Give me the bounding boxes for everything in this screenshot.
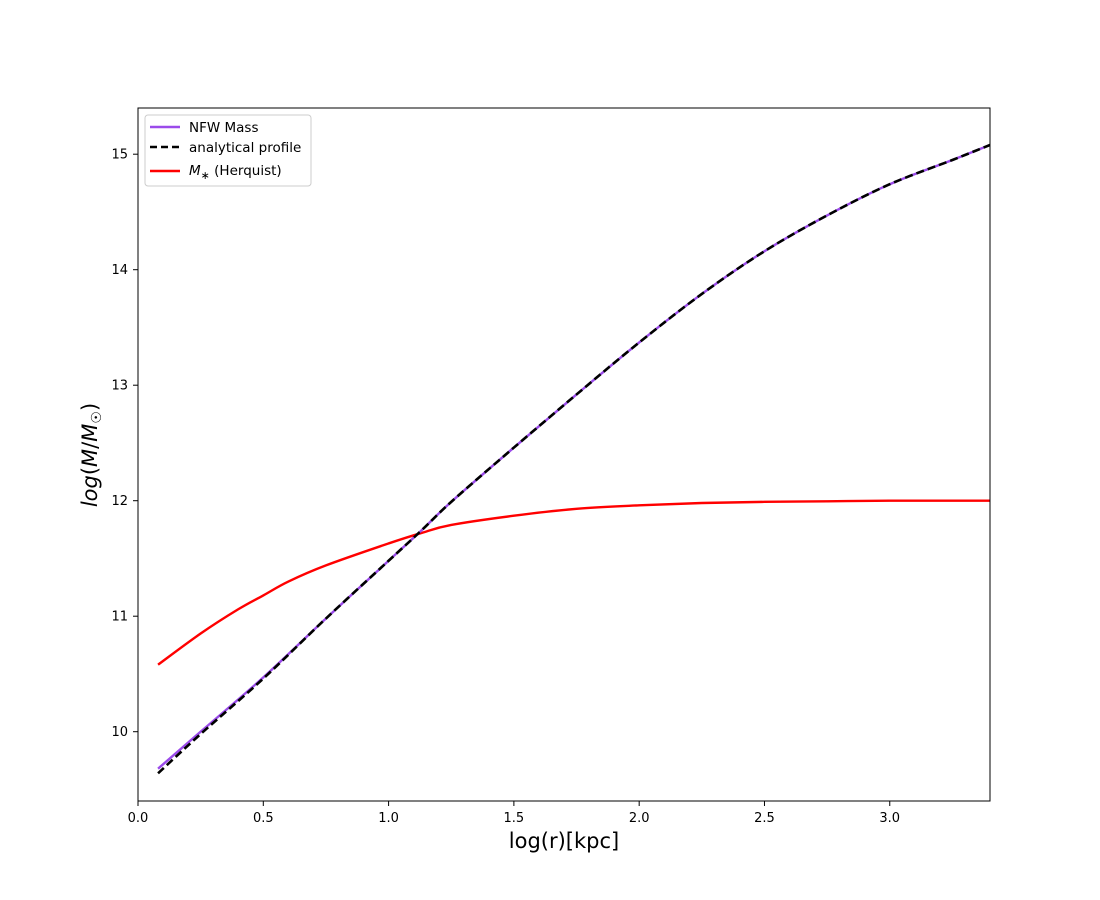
y-tick-label: 10 bbox=[111, 725, 128, 740]
series-layer bbox=[157, 143, 990, 775]
x-axis-label: log(r)[kpc] bbox=[509, 829, 619, 853]
x-tick-label: 0.0 bbox=[128, 811, 149, 826]
legend-label-herquist-math: M bbox=[189, 163, 201, 179]
legend-label-herquist-sub: ∗ bbox=[201, 169, 210, 182]
x-axis: 0.0 0.5 1.0 1.5 2.0 2.5 3.0 bbox=[128, 801, 900, 826]
legend-box bbox=[144, 114, 312, 187]
y-axis-label: log(M/M☉) bbox=[78, 403, 105, 507]
series-herquist bbox=[157, 499, 990, 666]
x-tick-label: 3.0 bbox=[879, 811, 900, 826]
legend-label-analytical: analytical profile bbox=[189, 140, 301, 156]
y-tick-label: 13 bbox=[111, 379, 128, 394]
legend: NFW Mass analytical profile M∗ (Herquist… bbox=[144, 114, 312, 187]
legend-label-herquist: M∗ (Herquist) bbox=[189, 163, 282, 182]
y-axis: 10 11 12 13 14 15 bbox=[111, 148, 138, 740]
y-tick-label: 14 bbox=[111, 263, 128, 278]
x-tick-label: 1.0 bbox=[378, 811, 399, 826]
y-tick-label: 12 bbox=[111, 494, 128, 509]
x-tick-label: 1.5 bbox=[504, 811, 525, 826]
legend-label-nfw: NFW Mass bbox=[189, 120, 259, 136]
plot-frame bbox=[137, 107, 991, 802]
x-tick-label: 0.5 bbox=[253, 811, 274, 826]
x-tick-label: 2.5 bbox=[754, 811, 775, 826]
series-analytical-profile bbox=[157, 143, 990, 775]
y-tick-label: 11 bbox=[111, 610, 128, 625]
legend-label-herquist-rest: (Herquist) bbox=[210, 163, 282, 179]
x-tick-label: 2.0 bbox=[629, 811, 650, 826]
y-tick-label: 15 bbox=[111, 148, 128, 163]
